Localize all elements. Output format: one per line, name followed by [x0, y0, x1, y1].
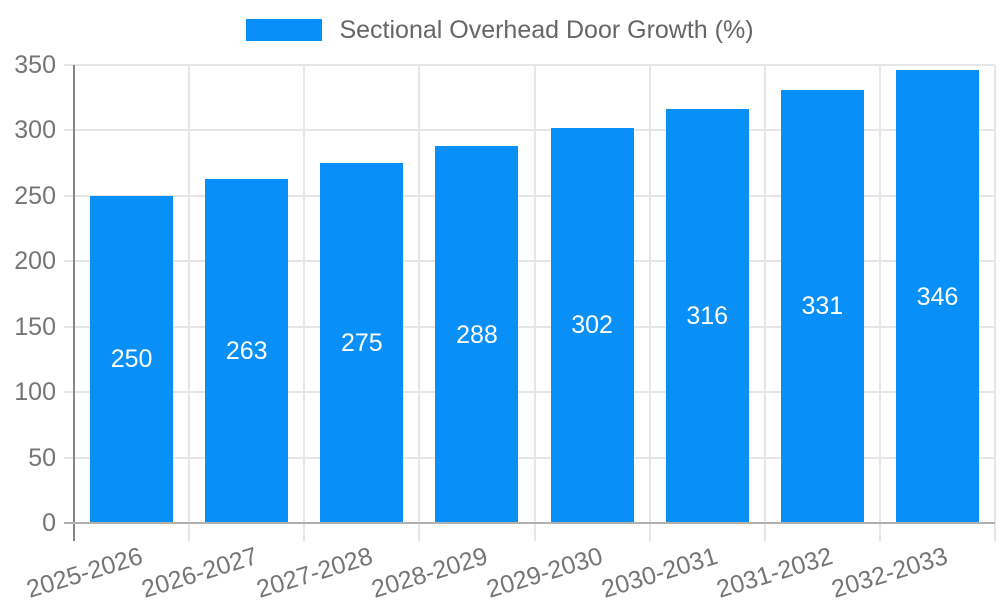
bar-value-label: 331	[801, 292, 844, 321]
bar: 250	[90, 195, 174, 523]
bar-value-label: 346	[916, 282, 959, 311]
h-gridline	[64, 64, 995, 66]
x-axis-line	[64, 522, 995, 524]
v-gridline	[303, 65, 306, 541]
bar-value-label: 250	[110, 345, 153, 374]
y-axis-line	[73, 65, 75, 541]
bar: 263	[205, 178, 289, 523]
y-tick-label: 100	[14, 378, 56, 407]
bar: 331	[780, 89, 864, 523]
bar-value-label: 302	[571, 311, 613, 340]
legend: Sectional Overhead Door Growth (%)	[0, 16, 1000, 44]
h-gridline	[64, 129, 995, 132]
v-gridline	[648, 65, 651, 541]
legend-label: Sectional Overhead Door Growth (%)	[339, 16, 754, 44]
bar-value-label: 316	[686, 302, 729, 331]
y-tick-label: 250	[14, 181, 56, 210]
bar-value-label: 288	[456, 320, 498, 349]
v-gridline	[763, 65, 766, 541]
legend-swatch	[246, 19, 323, 41]
y-tick-label: 200	[14, 247, 56, 276]
bar: 288	[435, 146, 519, 523]
y-tick-label: 300	[14, 116, 56, 145]
v-gridline	[878, 65, 881, 541]
bar-value-label: 263	[225, 336, 268, 365]
h-gridline	[64, 194, 995, 197]
v-gridline	[994, 65, 996, 541]
bar: 275	[320, 163, 404, 523]
bar: 346	[895, 70, 979, 523]
y-tick-label: 50	[28, 443, 56, 472]
v-gridline	[188, 65, 191, 541]
bar: 302	[550, 127, 634, 523]
bar-value-label: 275	[340, 329, 383, 358]
v-gridline	[533, 65, 536, 541]
h-gridline	[64, 325, 995, 328]
h-gridline	[64, 260, 995, 263]
bar: 316	[665, 109, 749, 523]
y-tick-label: 350	[14, 51, 56, 79]
h-gridline	[64, 391, 995, 394]
v-gridline	[418, 65, 421, 541]
h-gridline	[64, 456, 995, 459]
y-tick-label: 150	[14, 312, 56, 341]
y-tick-label: 0	[42, 509, 56, 537]
